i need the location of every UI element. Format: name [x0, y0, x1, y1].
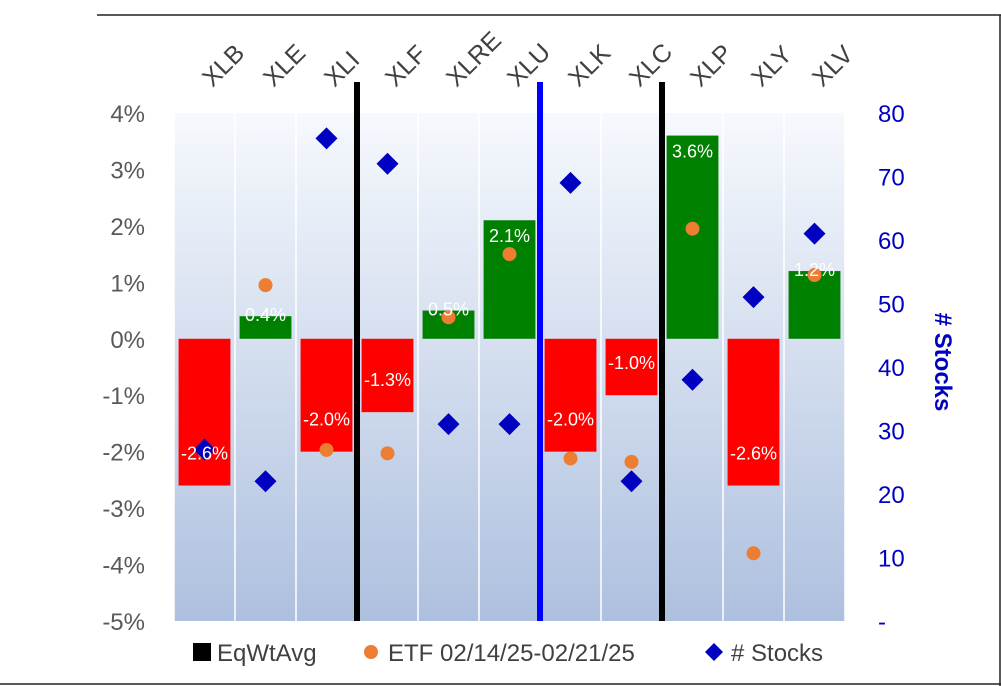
left-tick-label: -2% [102, 440, 145, 467]
data-label: 0.4% [245, 305, 286, 325]
legend-swatch-etf [364, 645, 378, 659]
bar-xle [239, 316, 292, 339]
etf-marker-xlf [380, 446, 395, 461]
bar-xlc [605, 338, 658, 396]
right-tick-label: 20 [878, 482, 905, 509]
data-label: 0.5% [428, 300, 469, 320]
right-tick-label: 60 [878, 228, 905, 255]
data-label: -2.0% [303, 410, 350, 430]
etf-marker-xly [746, 546, 761, 561]
left-tick-label: 4% [110, 101, 145, 128]
left-tick-label: 3% [110, 157, 145, 184]
bar-xlv [788, 271, 841, 339]
right-tick-label: 10 [878, 546, 905, 573]
category-label: XLF [380, 40, 432, 92]
legend-label-etf: ETF 02/14/25-02/21/25 [388, 640, 635, 667]
right-tick-label: 30 [878, 419, 905, 446]
data-label: -2.0% [547, 410, 594, 430]
bar-xlb [178, 338, 231, 486]
etf-markers-layer [197, 221, 822, 561]
bar-xly [727, 338, 780, 486]
stocks-marker-xlc [620, 470, 643, 493]
left-tick-label: 0% [110, 327, 145, 354]
data-label: -2.6% [730, 444, 777, 464]
separators-layer [354, 82, 665, 621]
left-tick-label: -4% [102, 553, 145, 580]
bar-xlp [666, 135, 719, 339]
etf-marker-xlv [807, 267, 822, 282]
etf-marker-xlre [441, 310, 456, 325]
bar-xlf [361, 338, 414, 413]
stocks-marker-xlf [376, 152, 399, 175]
data-label: 1.2% [794, 260, 835, 280]
left-tick-label: 1% [110, 270, 145, 297]
etf-marker-xlc [624, 454, 639, 469]
right-axis-title: # Stocks [929, 313, 956, 412]
stocks-marker-xlp [681, 368, 704, 391]
category-label: XLK [563, 39, 616, 92]
stocks-marker-xli [315, 127, 338, 150]
left-tick-label: -3% [102, 496, 145, 523]
right-tick-label: 50 [878, 292, 905, 319]
data-label: 2.1% [489, 226, 530, 246]
category-label: XLE [258, 39, 311, 92]
stocks-markers-layer [193, 127, 826, 493]
data-label: -1.0% [608, 353, 655, 373]
stocks-marker-xly [742, 286, 765, 309]
right-tick-label: 40 [878, 355, 905, 382]
right-tick-label: - [878, 609, 886, 636]
category-label: XLV [807, 40, 859, 92]
category-label: XLC [624, 38, 678, 92]
right-axis-labels: 80 70 60 50 40 30 20 10 - [878, 101, 905, 636]
legend-label-eqwtavg: EqWtAvg [217, 640, 317, 667]
stocks-marker-xlk [559, 171, 582, 194]
stocks-marker-xle [254, 470, 277, 493]
left-tick-label: -5% [102, 609, 145, 636]
data-label: -2.6% [181, 444, 228, 464]
bar-xlu [483, 220, 536, 339]
bar-xli [300, 338, 353, 452]
legend-swatch-eqwtavg [193, 643, 211, 661]
legend: EqWtAvg ETF 02/14/25-02/21/25 # Stocks [193, 640, 823, 667]
etf-marker-xlu [502, 247, 517, 262]
right-tick-label: 70 [878, 165, 905, 192]
category-label: XLRE [441, 26, 507, 92]
category-label: XLU [502, 38, 556, 92]
left-tick-label: 2% [110, 214, 145, 241]
data-label: 3.6% [672, 142, 713, 162]
stocks-marker-xlu [498, 413, 521, 436]
legend-swatch-stocks [705, 643, 723, 661]
etf-marker-xlk [563, 451, 578, 466]
legend-label-stocks: # Stocks [731, 640, 823, 667]
data-labels-layer: -2.6% 0.4% -2.0% -1.3% 0.5% 2.1% -2.0% -1.0% 3.6… [181, 142, 835, 464]
left-tick-label: -1% [102, 383, 145, 410]
left-axis-labels: 4% 3% 2% 1% 0% -1% -2% -3% -4% -5% [102, 101, 145, 636]
data-label: -1.3% [364, 370, 411, 390]
etf-marker-xle [258, 278, 273, 293]
right-tick-label: 80 [878, 101, 905, 128]
category-label: XLY [746, 40, 798, 92]
bar-xlk [544, 338, 597, 452]
stocks-marker-xlb [193, 438, 216, 461]
stocks-marker-xlre [437, 413, 460, 436]
category-label: XLP [685, 39, 738, 92]
etf-marker-xli [319, 442, 334, 457]
category-label: XLB [197, 39, 250, 92]
bars-layer [178, 135, 841, 486]
stocks-marker-xlv [803, 222, 826, 245]
etf-marker-xlp [685, 221, 700, 236]
